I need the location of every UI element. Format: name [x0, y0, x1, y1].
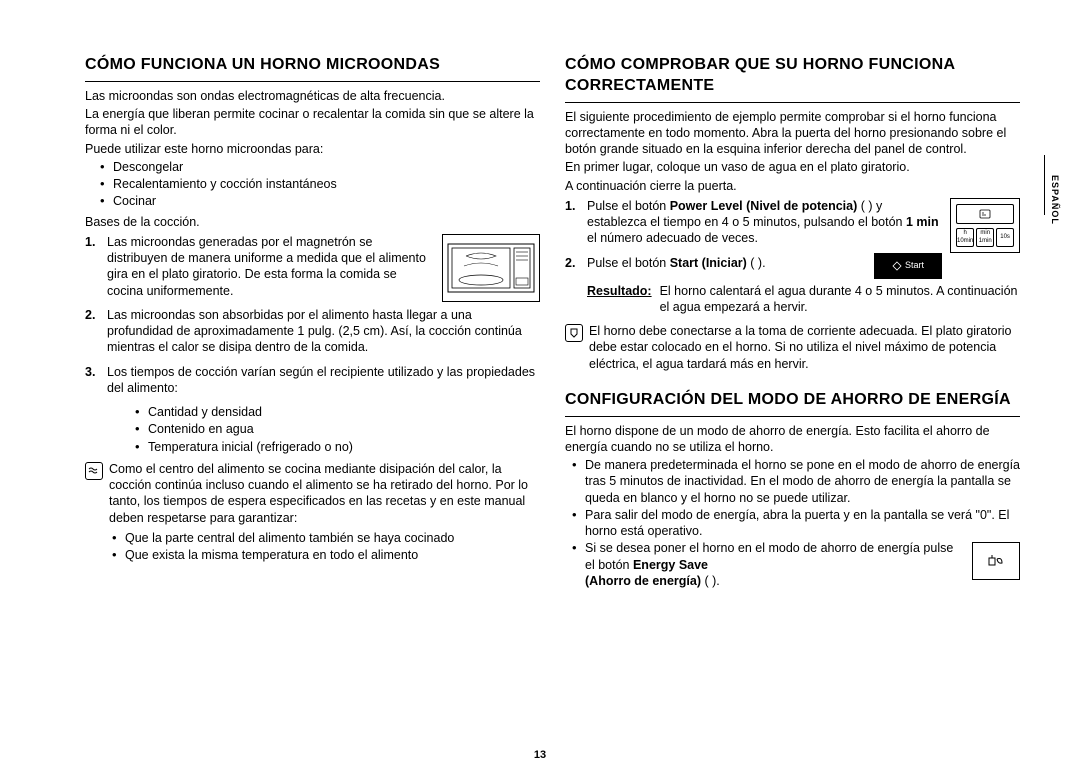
list-item: Pulse el botón Power Level (Nivel de pot…	[565, 198, 1020, 247]
list-item: De manera predeterminada el horno se pon…	[575, 457, 1020, 506]
list-item: Los tiempos de cocción varían según el r…	[85, 364, 540, 397]
result-text: El horno calentará el agua durante 4 o 5…	[660, 283, 1020, 316]
energy-save-list: De manera predeterminada el horno se pon…	[565, 457, 1020, 589]
list-item: Que la parte central del alimento tambié…	[115, 530, 540, 546]
check-steps-list: Pulse el botón Power Level (Nivel de pot…	[565, 198, 1020, 315]
note-block: El horno debe conectarse a la toma de co…	[565, 323, 1020, 372]
left-column: CÓMO FUNCIONA UN HORNO MICROONDAS Las mi…	[85, 55, 540, 607]
paragraph: El horno dispone de un modo de ahorro de…	[565, 423, 1020, 456]
paragraph: Bases de la cocción.	[85, 214, 540, 230]
language-tab: ESPAÑOL	[1048, 175, 1060, 225]
uses-list: Descongelar Recalentamiento y cocción in…	[85, 159, 540, 210]
energy-save-button-image	[972, 542, 1020, 580]
divider	[565, 416, 1020, 417]
list-item: Start Pulse el botón Start (Iniciar) ( )…	[565, 255, 1020, 316]
page-number: 13	[0, 748, 1080, 762]
note-text: El horno debe conectarse a la toma de co…	[589, 323, 1020, 372]
list-item: Si se desea poner el horno en el modo de…	[575, 540, 1020, 589]
start-button-image: Start	[874, 253, 942, 279]
note-block: Como el centro del alimento se cocina me…	[85, 461, 540, 568]
note-text: Como el centro del alimento se cocina me…	[109, 461, 540, 568]
paragraph: Puede utilizar este horno microondas par…	[85, 141, 540, 157]
list-item: Las microondas son absorbidas por el ali…	[85, 307, 540, 356]
list-item: Las microondas generadas por el magnetró…	[85, 234, 540, 299]
paragraph: El siguiente procedimiento de ejemplo pe…	[565, 109, 1020, 158]
side-tab-line	[1044, 155, 1045, 215]
paragraph: Las microondas son ondas electromagnétic…	[85, 88, 540, 104]
cooking-basics-list: Las microondas generadas por el magnetró…	[85, 234, 540, 396]
divider	[85, 81, 540, 82]
result-label: Resultado:	[587, 284, 652, 298]
page-content: CÓMO FUNCIONA UN HORNO MICROONDAS Las mi…	[0, 0, 1080, 647]
list-item: Temperatura inicial (refrigerado o no)	[138, 439, 540, 455]
list-item: Recalentamiento y cocción instantáneos	[103, 176, 540, 192]
properties-list: Cantidad y densidad Contenido en agua Te…	[120, 404, 540, 455]
right-column: CÓMO COMPROBAR QUE SU HORNO FUNCIONA COR…	[565, 55, 1020, 607]
list-item: Que exista la misma temperatura en todo …	[115, 547, 540, 563]
list-item: Cocinar	[103, 193, 540, 209]
list-item: Descongelar	[103, 159, 540, 175]
list-item: Cantidad y densidad	[138, 404, 540, 420]
list-item: Contenido en agua	[138, 421, 540, 437]
list-item: Para salir del modo de energía, abra la …	[575, 507, 1020, 540]
paragraph: A continuación cierre la puerta.	[565, 178, 1020, 194]
paragraph: En primer lugar, coloque un vaso de agua…	[565, 159, 1020, 175]
wave-note-icon	[85, 462, 103, 480]
section-heading-check: CÓMO COMPROBAR QUE SU HORNO FUNCIONA COR…	[565, 55, 1020, 97]
section-heading-energy-save: CONFIGURACIÓN DEL MODO DE AHORRO DE ENER…	[565, 390, 1020, 411]
info-note-icon	[565, 324, 583, 342]
divider	[565, 102, 1020, 103]
section-heading-how-works: CÓMO FUNCIONA UN HORNO MICROONDAS	[85, 55, 540, 76]
paragraph: La energía que liberan permite cocinar o…	[85, 106, 540, 139]
